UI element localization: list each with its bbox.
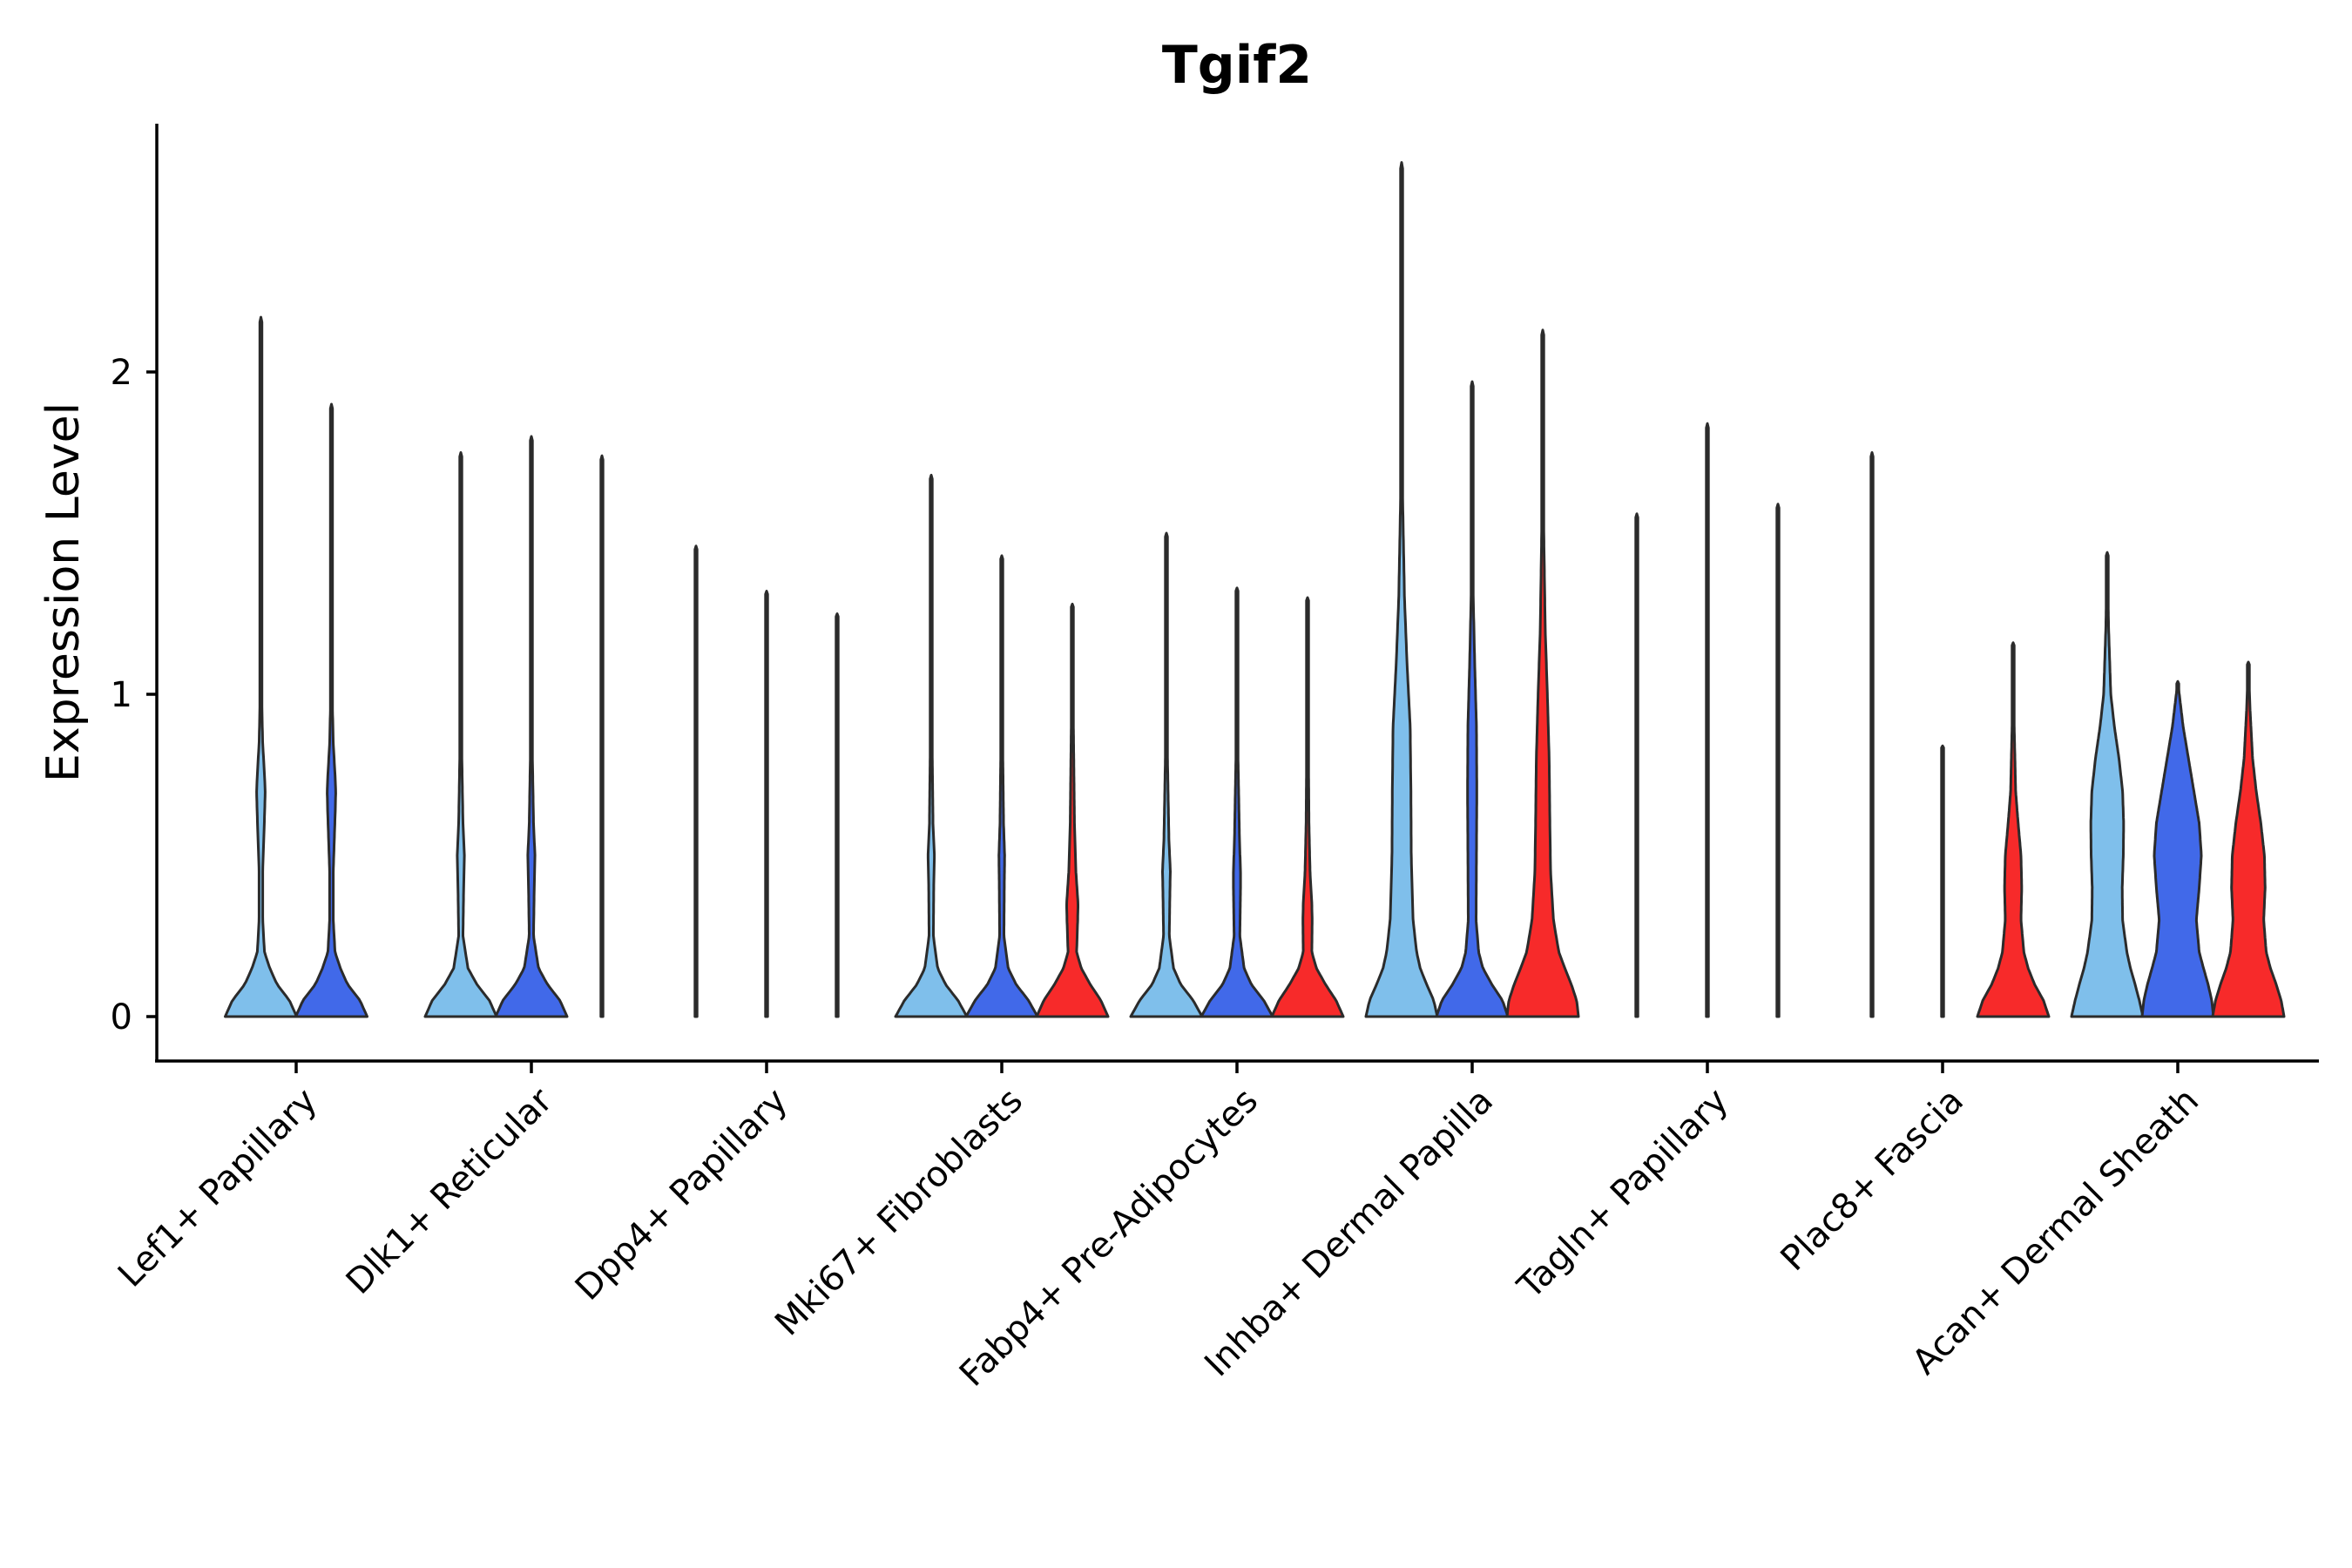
violin-dpp4-papillary-red [835, 612, 840, 1018]
chart-title: Tgif2 [1162, 35, 1312, 96]
y-tick-label-0: 0 [111, 997, 132, 1037]
x-tick-label-dlk1-reticular: Dlk1+ Reticular [339, 1080, 561, 1302]
violin-lef1-papillary-blue [294, 402, 368, 1018]
x-tick-label-dpp4-papillary: Dpp4+ Papillary [568, 1081, 795, 1308]
violin-plac8-fascia-light-blue [1869, 451, 1875, 1018]
y-axis-label: Expression Level [37, 402, 90, 782]
violin-group-inhba-dermal-papilla [1364, 161, 1580, 1018]
violin-dpp4-papillary-blue [764, 590, 769, 1018]
violin-acan-dermal-sheath-red [2211, 660, 2286, 1018]
y-tick-label-2: 2 [111, 353, 132, 393]
violin-group-tagln-papillary [1634, 422, 1781, 1018]
plot-area [224, 161, 2286, 1018]
violin-mki67-fibroblasts-red [1035, 602, 1110, 1018]
violin-dlk1-reticular-red [599, 454, 605, 1018]
violin-tagln-papillary-blue [1705, 422, 1710, 1018]
y-tick-label-1: 1 [111, 675, 132, 715]
violin-mki67-fibroblasts-blue [964, 554, 1039, 1018]
violin-fabp4-pre-adipocytes-light-blue [1129, 531, 1204, 1018]
x-tick-label-lef1-papillary: Lef1+ Papillary [111, 1081, 325, 1295]
violin-group-plac8-fascia [1869, 451, 2051, 1018]
violin-inhba-dermal-papilla-red [1505, 328, 1580, 1018]
violin-mki67-fibroblasts-light-blue [894, 473, 969, 1018]
violin-acan-dermal-sheath-light-blue [2070, 551, 2145, 1018]
ticks: 0 1 2 Lef1+ Papillary Dlk1+ Reticular Dpp4+ P… [111, 353, 2207, 1395]
violin-group-acan-dermal-sheath [2070, 551, 2286, 1018]
violin-dlk1-reticular-blue [494, 435, 569, 1018]
x-tick-label-mki67-fibroblasts: Mki67+ Fibroblasts [767, 1081, 1031, 1344]
violin-inhba-dermal-papilla-blue [1435, 380, 1510, 1018]
violin-dpp4-papillary-light-blue [693, 544, 699, 1018]
violin-group-lef1-papillary [224, 315, 368, 1018]
violin-group-fabp4-pre-adipocytes [1129, 531, 1345, 1018]
violin-group-dpp4-papillary [693, 544, 840, 1018]
violin-dlk1-reticular-light-blue [423, 451, 498, 1018]
x-tick-label-tagln-papillary: Tagln+ Papillary [1510, 1081, 1736, 1308]
violin-lef1-papillary-light-blue [224, 315, 298, 1018]
violin-inhba-dermal-papilla-light-blue [1364, 161, 1439, 1018]
x-tick-label-plac8-fascia: Plac8+ Fascia [1774, 1081, 1972, 1280]
violin-plac8-fascia-blue [1940, 744, 1945, 1018]
violin-tagln-papillary-red [1775, 503, 1781, 1018]
violin-group-mki67-fibroblasts [894, 473, 1110, 1018]
violin-fabp4-pre-adipocytes-blue [1200, 586, 1274, 1018]
violin-fabp4-pre-adipocytes-red [1270, 596, 1345, 1018]
violin-acan-dermal-sheath-blue [2140, 679, 2215, 1018]
violin-group-dlk1-reticular [423, 435, 605, 1018]
violin-tagln-papillary-light-blue [1634, 512, 1639, 1018]
violin-plac8-fascia-red [1976, 641, 2051, 1018]
